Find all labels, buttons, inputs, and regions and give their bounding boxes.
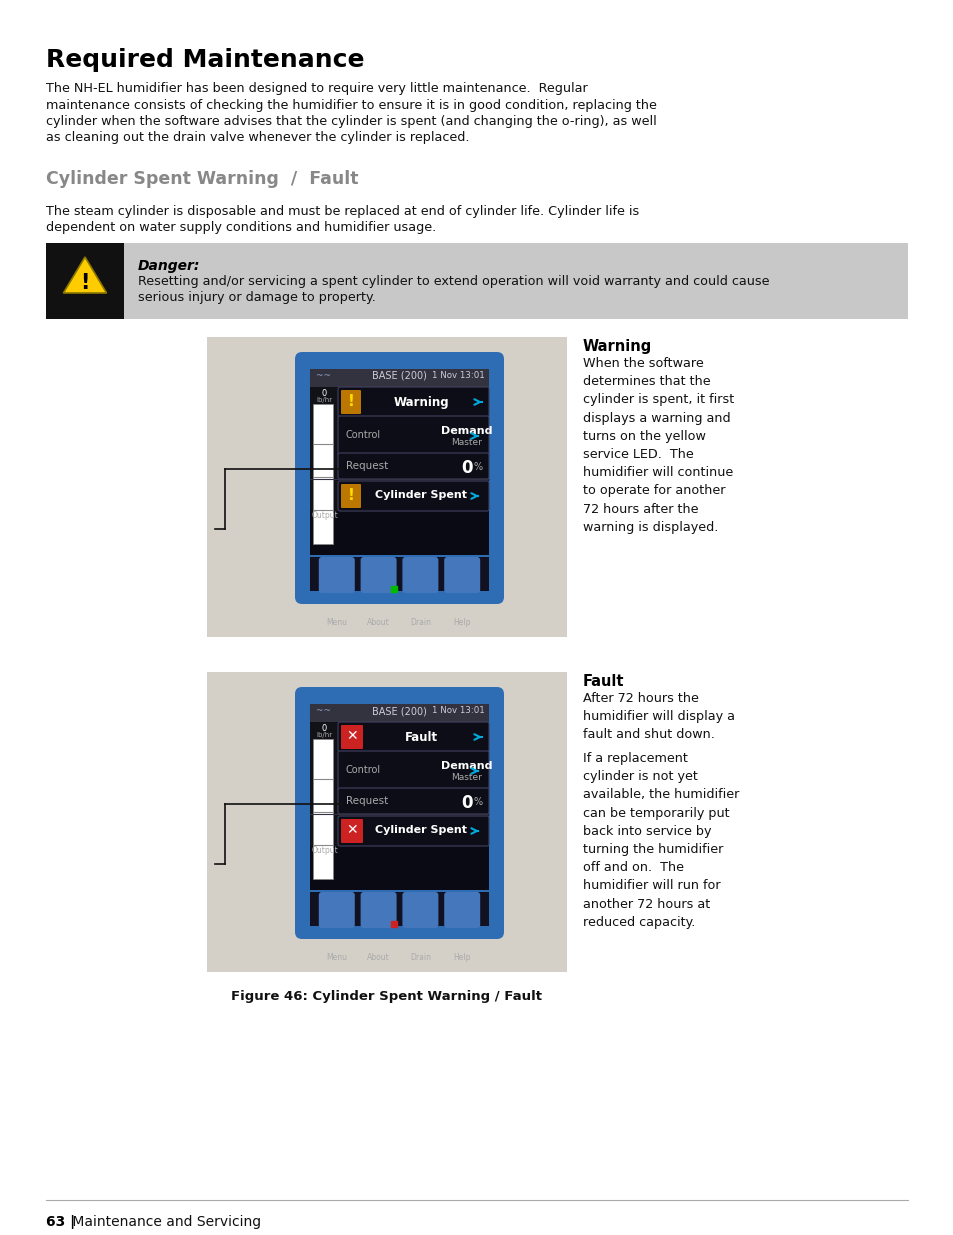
Text: maintenance consists of checking the humidifier to ensure it is in good conditio: maintenance consists of checking the hum… bbox=[46, 99, 657, 111]
Text: !: ! bbox=[347, 394, 355, 409]
FancyBboxPatch shape bbox=[337, 480, 489, 511]
FancyBboxPatch shape bbox=[310, 557, 489, 592]
Text: ~~: ~~ bbox=[315, 370, 334, 380]
Text: ~~: ~~ bbox=[315, 706, 334, 715]
Text: 0: 0 bbox=[461, 794, 473, 811]
Text: Fault: Fault bbox=[404, 731, 437, 743]
Text: Master: Master bbox=[451, 438, 482, 447]
Text: Output: Output bbox=[312, 511, 338, 520]
Text: Fault: Fault bbox=[582, 674, 624, 689]
FancyBboxPatch shape bbox=[313, 404, 333, 543]
Text: Help: Help bbox=[453, 618, 471, 627]
Text: 1 Nov 13:01: 1 Nov 13:01 bbox=[432, 706, 484, 715]
Text: Control: Control bbox=[346, 430, 381, 440]
FancyBboxPatch shape bbox=[310, 892, 489, 926]
Text: 0: 0 bbox=[321, 724, 326, 734]
FancyBboxPatch shape bbox=[318, 557, 355, 593]
Text: Menu: Menu bbox=[326, 953, 347, 962]
Text: BASE (200): BASE (200) bbox=[372, 370, 427, 382]
Text: cylinder when the software advises that the cylinder is spent (and changing the : cylinder when the software advises that … bbox=[46, 115, 656, 128]
Text: The NH-EL humidifier has been designed to require very little maintenance.  Regu: The NH-EL humidifier has been designed t… bbox=[46, 82, 587, 95]
Text: After 72 hours the
humidifier will display a
fault and shut down.: After 72 hours the humidifier will displ… bbox=[582, 692, 734, 741]
FancyBboxPatch shape bbox=[340, 390, 360, 414]
Text: Figure 46: Cylinder Spent Warning / Fault: Figure 46: Cylinder Spent Warning / Faul… bbox=[232, 990, 542, 1003]
Text: If a replacement
cylinder is not yet
available, the humidifier
can be temporaril: If a replacement cylinder is not yet ava… bbox=[582, 752, 739, 929]
Text: Drain: Drain bbox=[410, 953, 431, 962]
FancyBboxPatch shape bbox=[402, 557, 438, 593]
FancyBboxPatch shape bbox=[310, 369, 489, 555]
FancyBboxPatch shape bbox=[360, 892, 396, 927]
Text: Warning: Warning bbox=[394, 396, 449, 409]
FancyBboxPatch shape bbox=[340, 484, 360, 508]
Text: %: % bbox=[474, 797, 482, 806]
Text: Maintenance and Servicing: Maintenance and Servicing bbox=[68, 1215, 261, 1229]
FancyBboxPatch shape bbox=[444, 892, 479, 927]
Text: !: ! bbox=[80, 273, 90, 293]
Text: When the software
determines that the
cylinder is spent, it first
displays a war: When the software determines that the cy… bbox=[582, 357, 734, 534]
FancyBboxPatch shape bbox=[360, 557, 396, 593]
FancyBboxPatch shape bbox=[310, 511, 489, 555]
Text: About: About bbox=[367, 953, 390, 962]
Text: Request: Request bbox=[346, 797, 388, 806]
FancyBboxPatch shape bbox=[337, 453, 489, 479]
Text: Drain: Drain bbox=[410, 618, 431, 627]
FancyBboxPatch shape bbox=[340, 725, 363, 748]
FancyBboxPatch shape bbox=[337, 788, 489, 814]
Text: 63 |: 63 | bbox=[46, 1215, 75, 1229]
FancyBboxPatch shape bbox=[207, 337, 566, 637]
Text: Master: Master bbox=[451, 773, 482, 782]
FancyBboxPatch shape bbox=[337, 722, 489, 752]
Text: Demand: Demand bbox=[441, 426, 493, 436]
Text: dependent on water supply conditions and humidifier usage.: dependent on water supply conditions and… bbox=[46, 221, 436, 235]
Text: Cylinder Spent: Cylinder Spent bbox=[375, 825, 467, 835]
Text: Demand: Demand bbox=[441, 761, 493, 771]
FancyBboxPatch shape bbox=[337, 387, 489, 417]
Text: Required Maintenance: Required Maintenance bbox=[46, 48, 364, 72]
FancyBboxPatch shape bbox=[318, 892, 355, 927]
Text: 1 Nov 13:01: 1 Nov 13:01 bbox=[432, 370, 484, 380]
Text: Output: Output bbox=[312, 846, 338, 855]
FancyBboxPatch shape bbox=[310, 704, 489, 722]
FancyBboxPatch shape bbox=[46, 243, 124, 319]
Text: 0: 0 bbox=[461, 459, 473, 477]
Text: About: About bbox=[367, 618, 390, 627]
FancyBboxPatch shape bbox=[294, 352, 503, 604]
Polygon shape bbox=[63, 257, 107, 293]
FancyBboxPatch shape bbox=[310, 846, 489, 890]
FancyBboxPatch shape bbox=[46, 243, 907, 319]
Text: Danger:: Danger: bbox=[138, 259, 200, 273]
Text: Help: Help bbox=[453, 953, 471, 962]
FancyBboxPatch shape bbox=[337, 816, 489, 846]
Text: Control: Control bbox=[346, 764, 381, 776]
Text: ✕: ✕ bbox=[346, 823, 357, 837]
FancyBboxPatch shape bbox=[207, 672, 566, 972]
Text: Menu: Menu bbox=[326, 618, 347, 627]
Text: ✕: ✕ bbox=[346, 729, 357, 743]
Text: The steam cylinder is disposable and must be replaced at end of cylinder life. C: The steam cylinder is disposable and mus… bbox=[46, 205, 639, 219]
Text: Request: Request bbox=[346, 461, 388, 471]
FancyBboxPatch shape bbox=[402, 892, 438, 927]
Text: 0: 0 bbox=[321, 389, 326, 398]
Text: Resetting and/or servicing a spent cylinder to extend operation will void warran: Resetting and/or servicing a spent cylin… bbox=[138, 275, 769, 288]
FancyBboxPatch shape bbox=[310, 369, 489, 387]
FancyBboxPatch shape bbox=[337, 751, 489, 790]
FancyBboxPatch shape bbox=[444, 557, 479, 593]
Text: Cylinder Spent Warning  /  Fault: Cylinder Spent Warning / Fault bbox=[46, 170, 358, 188]
Text: Cylinder Spent: Cylinder Spent bbox=[375, 490, 467, 500]
FancyBboxPatch shape bbox=[340, 819, 363, 844]
Text: as cleaning out the drain valve whenever the cylinder is replaced.: as cleaning out the drain valve whenever… bbox=[46, 131, 469, 144]
Text: Warning: Warning bbox=[582, 338, 652, 354]
FancyBboxPatch shape bbox=[310, 704, 489, 890]
Text: BASE (200): BASE (200) bbox=[372, 706, 427, 716]
Text: %: % bbox=[474, 462, 482, 472]
Text: lb/hr: lb/hr bbox=[315, 396, 332, 403]
Text: !: ! bbox=[347, 488, 355, 503]
FancyBboxPatch shape bbox=[313, 739, 333, 879]
FancyBboxPatch shape bbox=[294, 687, 503, 939]
Text: lb/hr: lb/hr bbox=[315, 732, 332, 739]
FancyBboxPatch shape bbox=[337, 416, 489, 456]
Text: serious injury or damage to property.: serious injury or damage to property. bbox=[138, 291, 375, 305]
